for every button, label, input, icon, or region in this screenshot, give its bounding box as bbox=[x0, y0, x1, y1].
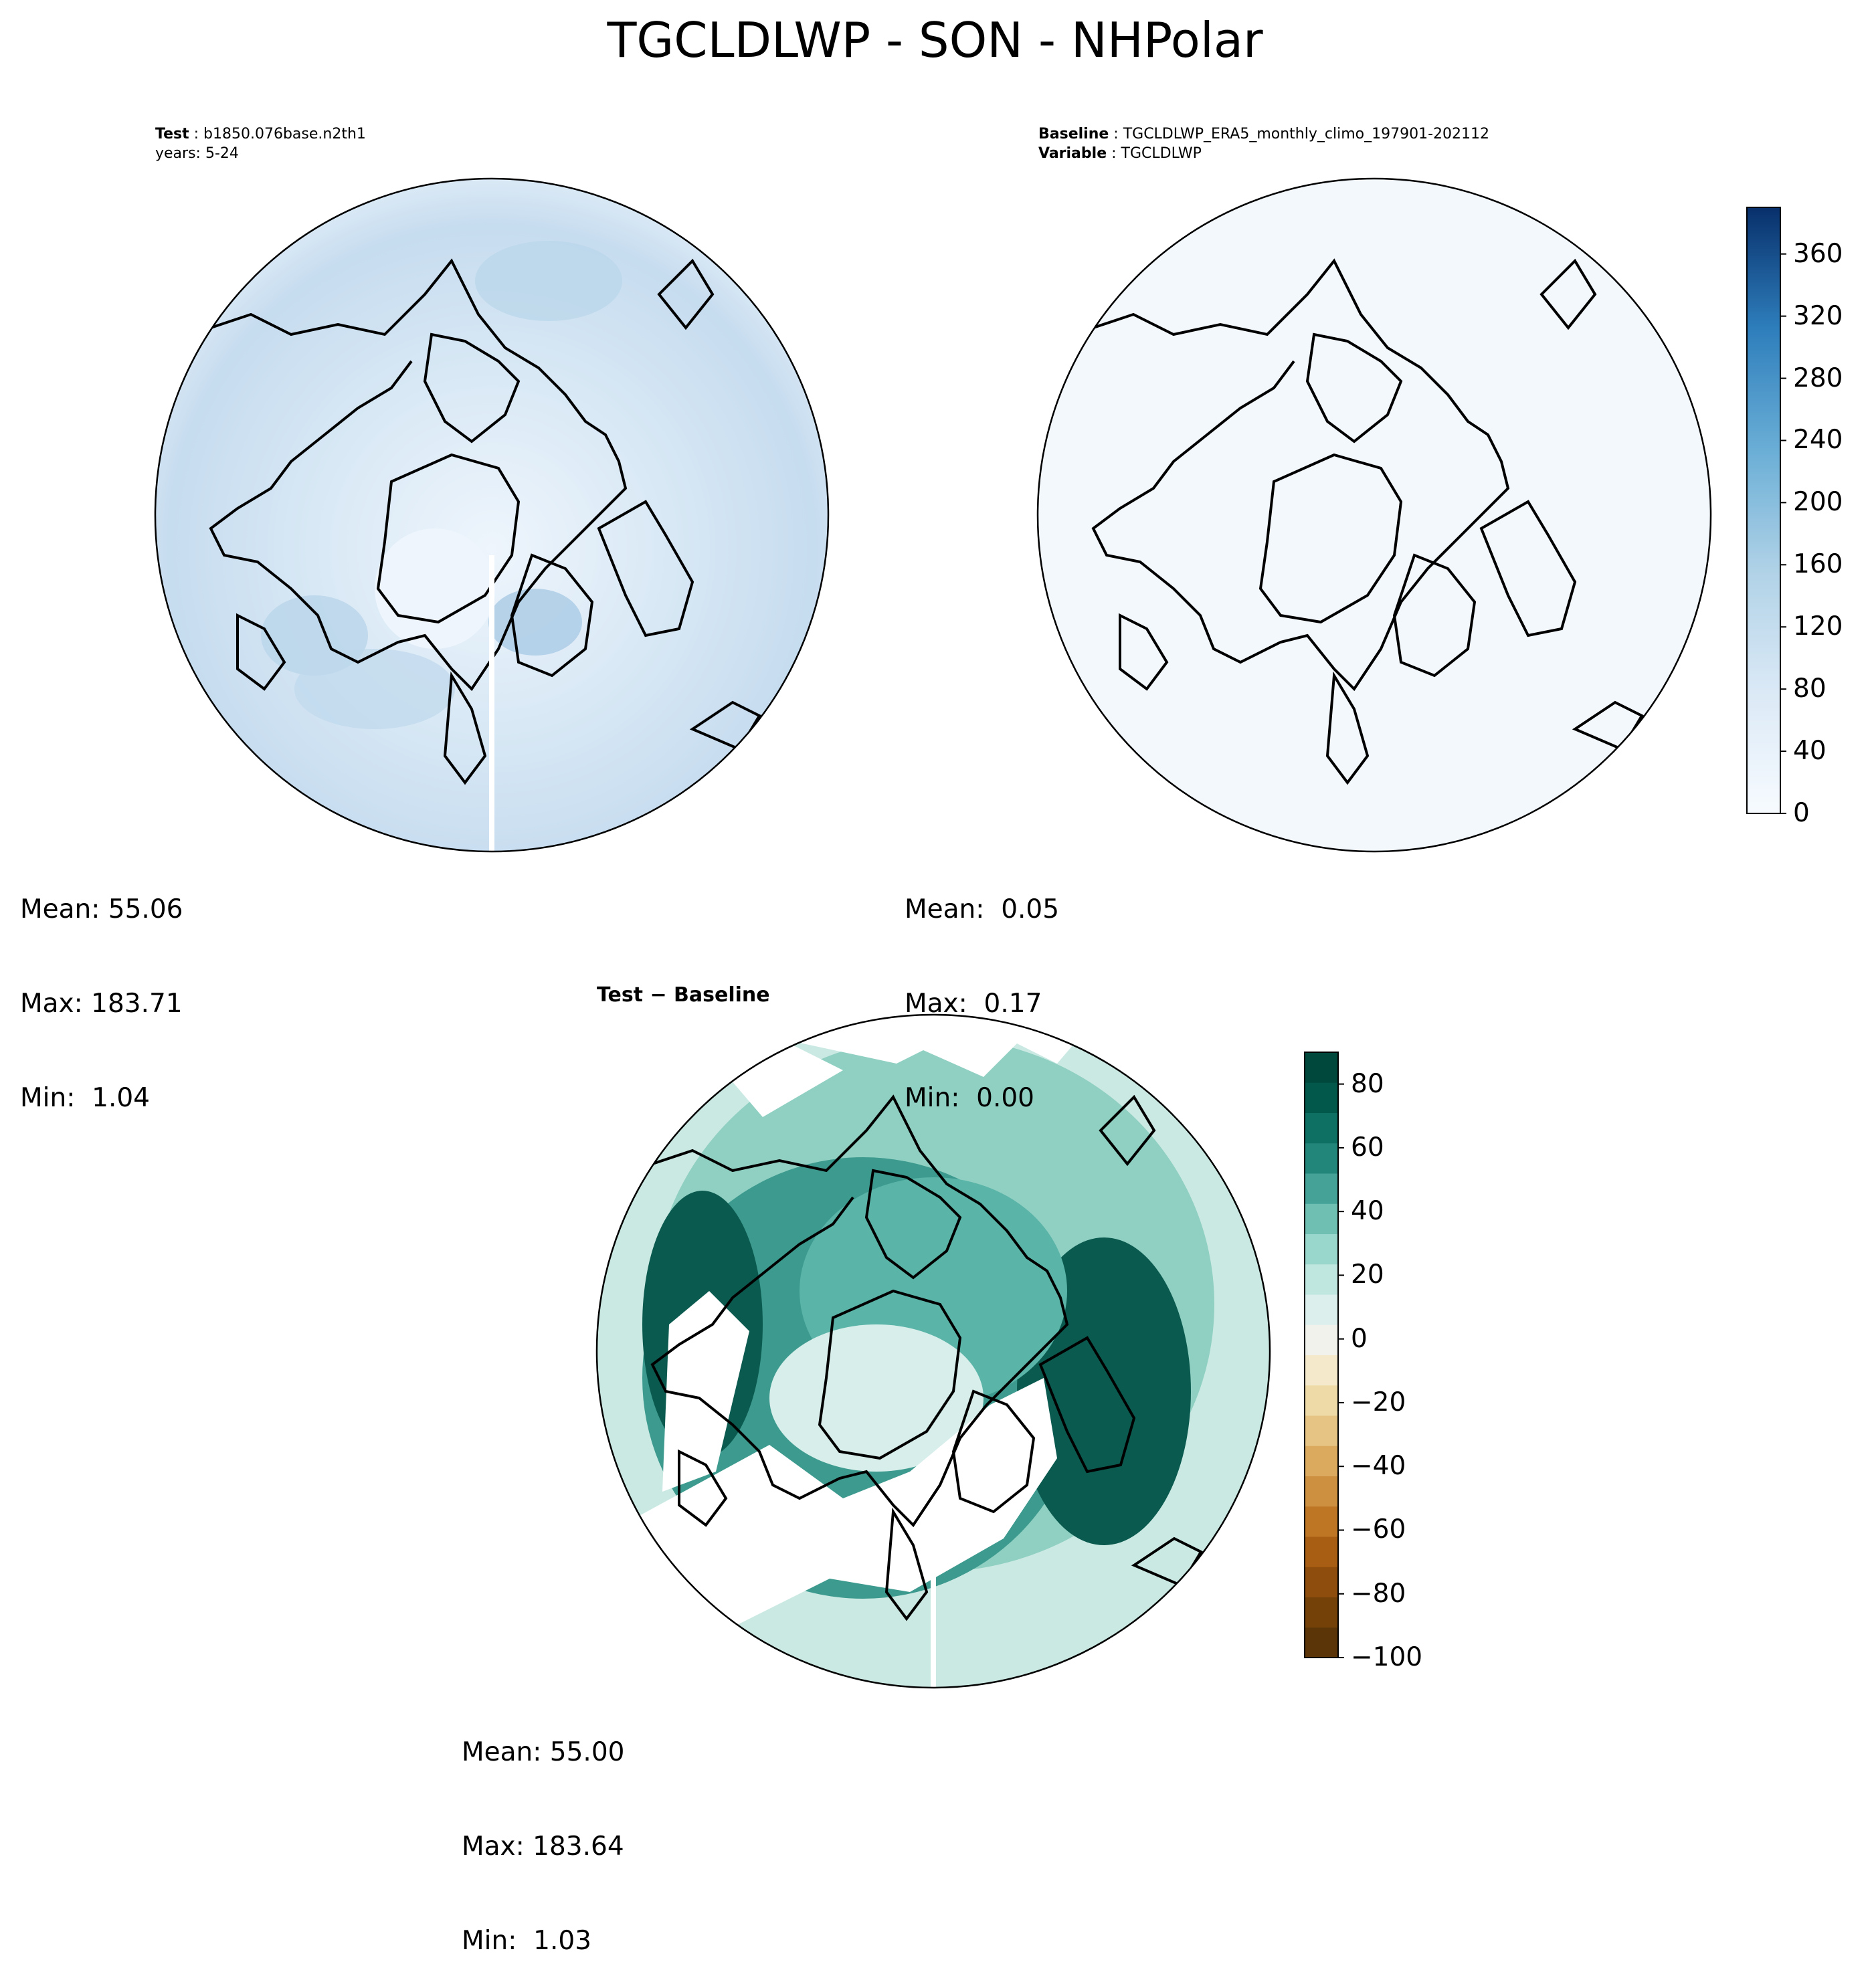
test-label-key: Test bbox=[155, 126, 189, 142]
test-label-value: b1850.076base.n2th1 bbox=[203, 126, 366, 142]
colorbar-top-tick-7: 280 bbox=[1793, 363, 1843, 393]
colorbar-top-tick-1: 40 bbox=[1793, 736, 1827, 767]
colorbar-diff-band bbox=[1305, 1597, 1338, 1628]
colorbar-diff-band bbox=[1305, 1506, 1338, 1537]
diff-mean: Mean: 55.00 bbox=[462, 1737, 625, 1767]
figure-title: TGCLDLWP - SON - NHPolar bbox=[607, 12, 1263, 68]
colorbar-diff-tick-2: 40 bbox=[1351, 1196, 1384, 1227]
colorbar-diff bbox=[1304, 1052, 1344, 1658]
colorbar-diff-tick-1: 60 bbox=[1351, 1132, 1384, 1163]
colorbar-diff-band bbox=[1305, 1536, 1338, 1567]
baseline-stats: Mean: 0.05 Max: 0.17 Min: 0.00 bbox=[905, 831, 1059, 1145]
colorbar-diff-band bbox=[1305, 1142, 1338, 1174]
colorbar-top-tick-6: 240 bbox=[1793, 425, 1843, 456]
colorbar-diff-band bbox=[1305, 1264, 1338, 1295]
difference-map bbox=[595, 1013, 1271, 1689]
colorbar-top-tick-2: 80 bbox=[1793, 674, 1827, 704]
diff-max: Max: 183.64 bbox=[462, 1831, 624, 1862]
test-max: Max: 183.71 bbox=[20, 989, 183, 1019]
colorbar-diff-band bbox=[1305, 1324, 1338, 1355]
diff-min: Min: 1.03 bbox=[462, 1926, 591, 1956]
colorbar-top-tick-9: 360 bbox=[1793, 238, 1843, 269]
colorbar-top-tick-8: 320 bbox=[1793, 300, 1843, 331]
colorbar-diff-tick-6: −40 bbox=[1351, 1451, 1406, 1482]
test-panel-header: Test : b1850.076base.n2th1 years: 5-24 bbox=[155, 126, 366, 162]
colorbar-diff-band bbox=[1305, 1446, 1338, 1476]
colorbar-top-tick-4: 160 bbox=[1793, 549, 1843, 580]
baseline-label-key: Baseline bbox=[1038, 126, 1109, 142]
colorbar-top-tick-3: 120 bbox=[1793, 611, 1843, 642]
colorbar-diff-tick-4: 0 bbox=[1351, 1323, 1368, 1354]
colorbar-diff-band bbox=[1305, 1052, 1338, 1083]
test-mean: Mean: 55.06 bbox=[20, 894, 183, 924]
colorbar-top bbox=[1746, 207, 1786, 814]
colorbar-top-tick-0: 0 bbox=[1793, 798, 1810, 828]
colorbar-diff-tick-8: −80 bbox=[1351, 1578, 1406, 1609]
colorbar-top-tick-5: 200 bbox=[1793, 487, 1843, 518]
variable-label-key: Variable bbox=[1038, 145, 1107, 162]
diff-panel-title: Test − Baseline bbox=[597, 983, 770, 1007]
baseline-label-value: TGCLDLWP_ERA5_monthly_climo_197901-20211… bbox=[1123, 126, 1489, 142]
colorbar-diff-band bbox=[1305, 1112, 1338, 1144]
colorbar-diff-band bbox=[1305, 1627, 1338, 1658]
colorbar-diff-tick-5: −20 bbox=[1351, 1387, 1406, 1417]
colorbar-diff-band bbox=[1305, 1476, 1338, 1507]
baseline-map bbox=[1036, 177, 1712, 853]
baseline-mean: Mean: 0.05 bbox=[905, 894, 1060, 924]
colorbar-diff-band bbox=[1305, 1233, 1338, 1265]
colorbar-diff-tick-0: 80 bbox=[1351, 1068, 1384, 1099]
colorbar-diff-band bbox=[1305, 1173, 1338, 1204]
colorbar-diff-band bbox=[1305, 1415, 1338, 1446]
baseline-max: Max: 0.17 bbox=[905, 989, 1042, 1019]
map-figure bbox=[154, 177, 1786, 1689]
test-min: Min: 1.04 bbox=[20, 1083, 150, 1113]
test-map bbox=[154, 177, 830, 853]
colorbar-diff-band bbox=[1305, 1203, 1338, 1234]
colorbar-diff-band bbox=[1305, 1082, 1338, 1113]
colorbar-diff-tick-3: 20 bbox=[1351, 1260, 1384, 1290]
colorbar-diff-band bbox=[1305, 1567, 1338, 1597]
test-stats: Mean: 55.06 Max: 183.71 Min: 1.04 bbox=[20, 831, 183, 1145]
baseline-panel-header: Baseline : TGCLDLWP_ERA5_monthly_climo_1… bbox=[1038, 126, 1489, 162]
variable-label-value: TGCLDLWP bbox=[1121, 145, 1202, 162]
colorbar-diff-band bbox=[1305, 1355, 1338, 1386]
colorbar-diff-tick-7: −60 bbox=[1351, 1514, 1406, 1545]
test-years: years: 5-24 bbox=[155, 145, 239, 162]
baseline-min: Min: 0.00 bbox=[905, 1083, 1034, 1113]
colorbar-diff-tick-9: −100 bbox=[1351, 1642, 1423, 1672]
colorbar-diff-band bbox=[1305, 1294, 1338, 1325]
colorbar-diff-band bbox=[1305, 1385, 1338, 1416]
diff-stats: Mean: 55.00 Max: 183.64 Min: 1.03 bbox=[462, 1674, 624, 1988]
